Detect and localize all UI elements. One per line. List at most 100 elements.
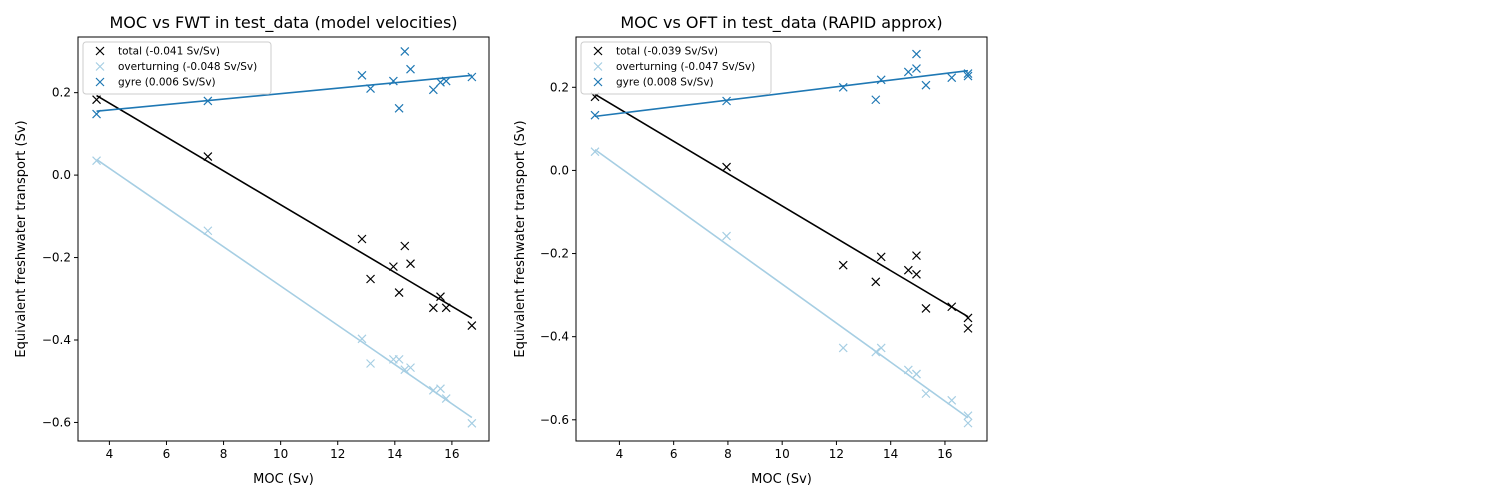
overturning-point xyxy=(92,156,101,166)
series-total xyxy=(92,94,477,330)
gyre-point xyxy=(876,75,886,85)
x-tick-label: 8 xyxy=(724,447,732,461)
gyre-point xyxy=(921,80,931,90)
total-point xyxy=(963,313,973,323)
total-point xyxy=(912,269,921,279)
gyre-point xyxy=(838,82,848,92)
y-axis-label: Equivalent freshwater transport (Sv) xyxy=(513,120,528,357)
total-point xyxy=(388,262,398,272)
gyre-point xyxy=(366,84,375,93)
total-point xyxy=(903,265,913,275)
axis-ticks: 4 6 8 10 12 14 16 −0.6 −0.4 −0.2 0.0 0.2 xyxy=(540,80,953,461)
y-tick-label: −0.2 xyxy=(42,251,71,265)
gyre-point xyxy=(436,77,445,87)
total-point xyxy=(921,303,931,313)
gyre-point xyxy=(357,70,367,80)
series-gyre xyxy=(92,47,477,119)
plot-frame xyxy=(77,36,490,442)
overturning-point xyxy=(876,343,886,353)
legend-marker-total xyxy=(593,46,603,56)
plot-frame xyxy=(575,36,988,442)
total-point xyxy=(467,321,477,330)
gyre-point xyxy=(406,64,415,74)
y-tick-label: 0.2 xyxy=(550,80,569,94)
total-point xyxy=(441,303,451,313)
gyre-point xyxy=(963,69,973,79)
x-tick-label: 12 xyxy=(330,447,345,461)
chart-title: MOC vs FWT in test_data (model velocitie… xyxy=(109,13,457,33)
overturning-point xyxy=(203,226,213,236)
total-point xyxy=(871,277,881,287)
gyre-point xyxy=(871,95,881,105)
legend-frame xyxy=(580,41,772,95)
legend-label-gyre: gyre (0.006 Sv/Sv) xyxy=(118,77,216,89)
gyre-fit-line xyxy=(594,69,969,118)
x-tick-label: 8 xyxy=(220,447,228,461)
x-tick-label: 10 xyxy=(775,447,790,461)
legend-marker-total xyxy=(95,46,105,56)
x-axis-label: MOC (Sv) xyxy=(253,472,314,487)
series-total xyxy=(590,92,973,333)
overturning-point xyxy=(590,147,600,157)
gyre-point xyxy=(92,109,101,119)
series-gyre xyxy=(590,49,973,120)
legend: total (-0.041 Sv/Sv) overturning (-0.048 … xyxy=(82,41,272,95)
overturning-point xyxy=(406,363,415,373)
y-axis-label: Equivalent freshwater transport (Sv) xyxy=(14,120,29,357)
chart-panel-oft: MOC vs OFT in test_data (RAPID approx) M… xyxy=(513,13,988,487)
overturning-point xyxy=(963,418,973,428)
x-tick-label: 6 xyxy=(670,447,678,461)
total-point xyxy=(366,274,375,284)
legend-frame xyxy=(82,41,272,95)
total-fit-line xyxy=(96,94,473,319)
legend-label-overturning: overturning (-0.048 Sv/Sv) xyxy=(118,61,257,73)
overturning-point xyxy=(357,334,367,344)
total-point xyxy=(876,252,886,262)
series-overturning xyxy=(590,147,973,428)
gyre-point xyxy=(722,96,731,106)
overturning-point xyxy=(441,394,451,403)
total-fit-line xyxy=(594,93,969,318)
overturning-point xyxy=(722,231,731,241)
x-tick-label: 6 xyxy=(163,447,171,461)
x-tick-label: 12 xyxy=(829,447,844,461)
series-layer xyxy=(92,47,477,428)
legend-marker-gyre xyxy=(593,77,603,87)
overturning-point xyxy=(400,365,410,375)
legend-marker-overturning xyxy=(95,62,105,71)
chart-panel-fwt: MOC vs FWT in test_data (model velocitie… xyxy=(14,13,490,487)
gyre-point xyxy=(388,76,398,86)
gyre-point xyxy=(394,103,404,113)
y-tick-label: −0.2 xyxy=(540,247,569,261)
total-point xyxy=(406,259,415,269)
gyre-point xyxy=(947,73,957,83)
total-point xyxy=(394,288,404,298)
total-point xyxy=(963,323,973,333)
overturning-point xyxy=(947,395,957,405)
legend-label-total: total (-0.039 Sv/Sv) xyxy=(616,46,718,58)
overturning-fit-line xyxy=(96,158,473,419)
gyre-point xyxy=(912,49,921,59)
gyre-point xyxy=(590,110,600,120)
total-point xyxy=(912,251,921,261)
chart-title: MOC vs OFT in test_data (RAPID approx) xyxy=(620,13,942,33)
legend-label-overturning: overturning (-0.047 Sv/Sv) xyxy=(616,61,755,73)
gyre-point xyxy=(400,47,410,56)
gyre-point xyxy=(428,85,438,95)
axis-ticks: 4 6 8 10 12 14 16 −0.6 −0.4 −0.2 0.0 0.2 xyxy=(42,86,460,461)
total-point xyxy=(92,95,101,105)
y-tick-label: 0.2 xyxy=(52,86,71,100)
x-tick-label: 10 xyxy=(273,447,288,461)
legend-marker-gyre xyxy=(95,77,105,87)
total-point xyxy=(400,241,410,251)
overturning-point xyxy=(921,389,931,399)
gyre-point xyxy=(441,76,451,86)
x-tick-label: 16 xyxy=(937,447,952,461)
y-tick-label: 0.0 xyxy=(52,168,71,182)
total-point xyxy=(436,292,445,302)
total-point xyxy=(722,162,731,172)
gyre-point xyxy=(903,67,913,77)
overturning-point xyxy=(467,418,477,428)
overturning-point xyxy=(838,343,848,353)
y-tick-label: 0.0 xyxy=(550,163,569,177)
